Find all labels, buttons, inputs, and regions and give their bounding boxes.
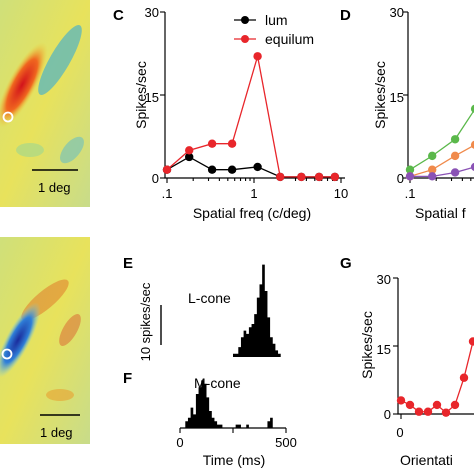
data-point [470, 140, 474, 149]
data-point [396, 396, 406, 405]
rf-center-marker [1, 348, 13, 360]
scale-label-spikes: 10 spikes/sec [138, 282, 153, 361]
data-point [428, 172, 437, 181]
chart-spatial-freq-tuning: 30 15 0 Spikes/sec .1 1 10 Spatial freq … [133, 5, 348, 221]
scale-label-top: 1 deg [38, 180, 71, 195]
chart-orientation-tuning: 30 15 0 Spikes/sec 0 Orientati [359, 272, 474, 468]
legend-marker-lum [241, 16, 249, 24]
xtick-label: 500 [275, 435, 297, 450]
rf-center-marker [2, 111, 14, 123]
ytick-label: 0 [152, 171, 159, 186]
ytick-label: 0 [384, 407, 391, 422]
x-axis-label: Spatial f [415, 205, 466, 221]
data-point [162, 165, 172, 174]
ytick-label: 15 [145, 90, 159, 105]
panel-letter-d: D [340, 7, 351, 24]
panel-letter-e: E [123, 255, 133, 272]
x-axis-label: Orientati [400, 452, 453, 468]
y-axis-label: Spikes/sec [133, 61, 149, 129]
series-line-series-0 [409, 109, 474, 171]
legend: lum equilum [234, 12, 314, 47]
y-axis-label: Spikes/sec [372, 61, 388, 129]
xtick-label: .1 [405, 186, 416, 201]
data-point [470, 104, 474, 113]
data-point [297, 172, 306, 182]
rf-map-top [0, 0, 90, 207]
xtick-label: 0 [396, 425, 403, 440]
data-point [450, 151, 460, 161]
panel-letter-g: G [340, 255, 352, 272]
data-point [450, 135, 460, 144]
legend-marker-equilum [241, 35, 249, 43]
data-point [227, 165, 237, 174]
data-point [468, 337, 474, 346]
data-point [207, 165, 217, 174]
ytick-label: 30 [145, 5, 159, 20]
data-point [405, 165, 415, 174]
series-line-lum [166, 156, 335, 178]
panel-letter-f: F [123, 370, 132, 387]
data-point [441, 408, 451, 417]
xtick-label: .1 [162, 186, 173, 201]
data-point [405, 172, 415, 181]
psth-m-cone [180, 380, 286, 428]
panel-letter-c: C [113, 7, 124, 24]
hist-label-l-cone: L-cone [188, 290, 231, 306]
series-line-series-1 [409, 144, 474, 177]
data-point [185, 146, 194, 155]
y-axis-label: Spikes/sec [359, 311, 375, 379]
xtick-label: 10 [334, 186, 348, 201]
ytick-label: 0 [397, 171, 404, 186]
x-axis-label: Spatial freq (c/deg) [193, 205, 311, 221]
data-point [428, 165, 437, 174]
data-point [423, 407, 433, 416]
data-point [253, 52, 262, 61]
data-point [330, 172, 340, 182]
series-line-series-2 [410, 166, 474, 177]
legend-label-lum: lum [265, 12, 288, 28]
x-axis-label: Time (ms) [203, 452, 265, 468]
data-point [428, 151, 437, 161]
legend-label-equilum: equilum [265, 31, 314, 47]
data-point [253, 162, 262, 172]
ytick-label: 30 [377, 272, 391, 287]
data-point [450, 168, 460, 177]
data-point [450, 400, 460, 410]
xtick-label: 0 [176, 435, 183, 450]
xtick-label: 1 [250, 186, 257, 201]
data-point [275, 172, 285, 182]
axes [407, 12, 474, 179]
data-point [414, 407, 424, 416]
data-point [459, 373, 469, 382]
data-point [432, 400, 442, 410]
ytick-label: 15 [377, 342, 391, 357]
scale-label-bottom: 1 deg [40, 425, 73, 440]
data-point [470, 162, 474, 171]
data-point [405, 400, 415, 410]
axes [397, 278, 474, 415]
ytick-label: 15 [390, 90, 404, 105]
data-point [207, 139, 217, 148]
rf-map-bottom [0, 237, 90, 444]
psth-histograms: L-cone M-cone 10 spikes/sec 0 500 Time (… [138, 264, 297, 468]
data-point [185, 152, 194, 162]
chart-spatial-freq-cones: 30 15 0 Spikes/sec .1 Spatial f [372, 5, 474, 221]
data-point [314, 172, 324, 182]
data-point [227, 139, 237, 148]
psth-l-cone [180, 264, 286, 357]
ytick-label: 30 [390, 5, 404, 20]
